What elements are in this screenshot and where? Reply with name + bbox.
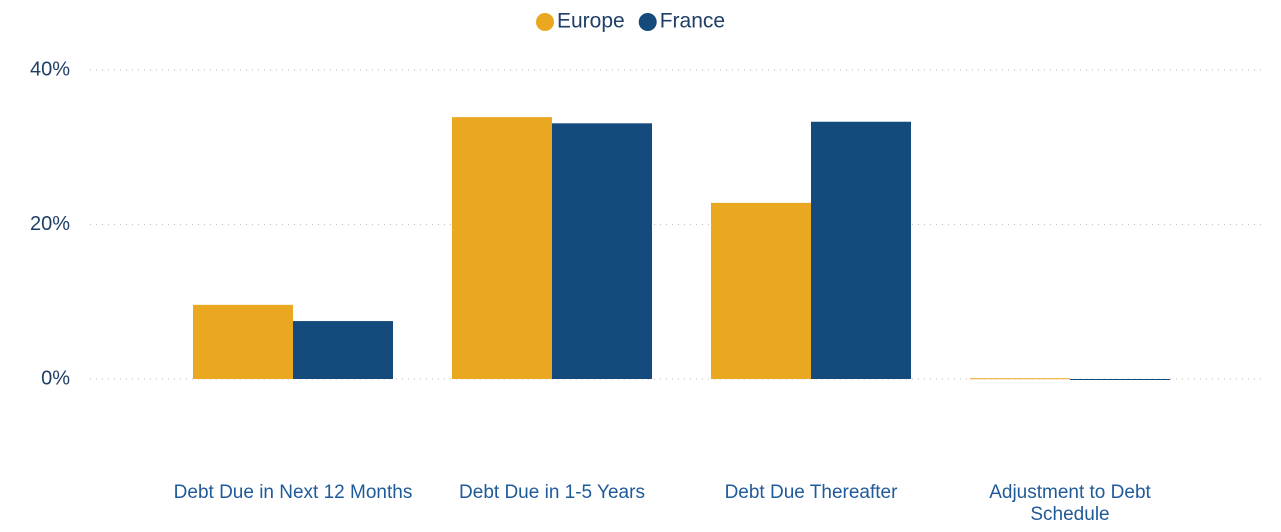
legend-label: France [660, 10, 725, 33]
legend-marker [536, 13, 554, 31]
x-tick-label: Debt Due in Next 12 Months [173, 482, 413, 503]
y-tick-label: 40% [30, 58, 70, 80]
x-tick-label: Adjustment to Debt Schedule [989, 482, 1151, 525]
bar [193, 304, 293, 379]
y-tick-label: 20% [30, 213, 70, 235]
bar [1070, 379, 1170, 380]
bar [811, 121, 911, 379]
x-tick-label: Debt Due in 1-5 Years [459, 482, 645, 503]
bar [452, 117, 552, 379]
bar [970, 378, 1070, 380]
bar [293, 321, 393, 379]
bar [552, 123, 652, 380]
legend-marker [638, 13, 657, 31]
x-tick-label: Debt Due Thereafter [724, 482, 898, 503]
legend-label: Europe [557, 10, 625, 33]
y-tick-label: 0% [41, 367, 70, 389]
bar [711, 202, 811, 379]
